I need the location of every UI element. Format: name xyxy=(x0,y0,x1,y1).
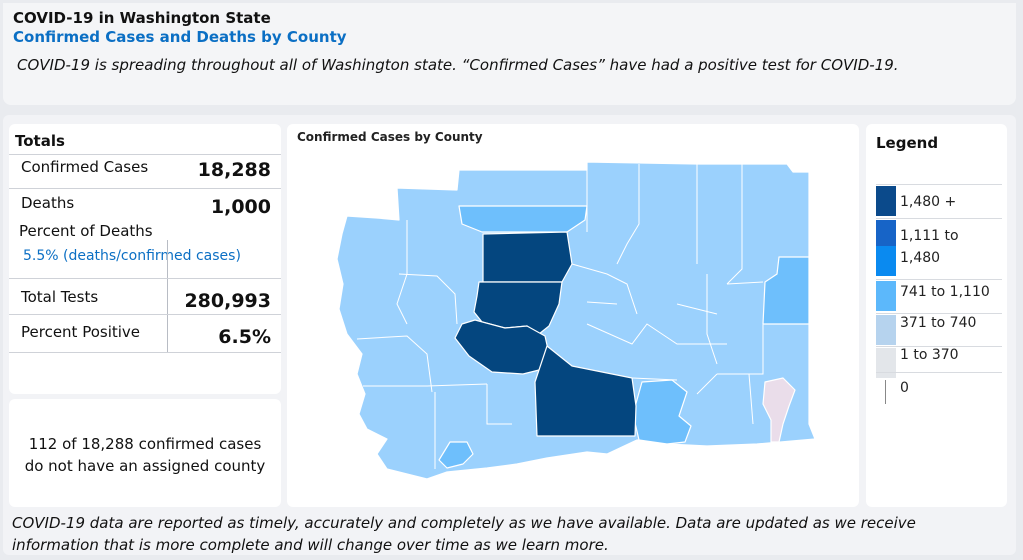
unassigned-text: 112 of 18,288 confirmed cases do not hav… xyxy=(9,433,281,477)
page-subtitle: Confirmed Cases and Deaths by County xyxy=(13,28,347,46)
legend-label: 1,480 xyxy=(900,250,941,266)
legend-swatch-1480 xyxy=(876,246,896,276)
total-tests-value: 280,993 xyxy=(184,290,271,312)
percent-positive-label: Percent Positive xyxy=(21,323,141,341)
total-tests-label: Total Tests xyxy=(21,288,99,306)
legend-swatch-371 xyxy=(876,315,896,345)
unassigned-line-1: 112 of 18,288 confirmed cases xyxy=(28,435,262,453)
divider xyxy=(9,352,281,353)
percent-deaths-label: Percent of Deaths xyxy=(19,222,153,240)
footer-note: COVID-19 data are reported as timely, ac… xyxy=(12,514,916,554)
county-region xyxy=(336,161,816,480)
confirmed-cases-label: Confirmed Cases xyxy=(21,158,149,176)
legend-label: 741 to 1,110 xyxy=(900,284,990,300)
legend-swatch-1-to-370 xyxy=(876,348,896,378)
legend-label: 1,480 + xyxy=(900,194,957,210)
percent-deaths-value: 5.5% (deaths/confirmed cases) xyxy=(23,248,241,264)
divider xyxy=(9,188,281,189)
legend-card: Legend 1,480 + 1,111 to 1,480 741 to 1,1… xyxy=(866,124,1007,507)
legend-title: Legend xyxy=(876,134,939,152)
map-title: Confirmed Cases by County xyxy=(297,130,483,144)
unassigned-card: 112 of 18,288 confirmed cases do not hav… xyxy=(9,399,281,507)
legend-divider xyxy=(876,313,1002,314)
unassigned-line-2: do not have an assigned county xyxy=(24,457,266,475)
deaths-value: 1,000 xyxy=(210,196,271,218)
divider xyxy=(9,278,281,279)
legend-swatch-zero xyxy=(885,380,886,404)
totals-card: Totals Confirmed Cases 18,288 Deaths 1,0… xyxy=(9,124,281,394)
header-banner: COVID-19 in Washington State Confirmed C… xyxy=(3,3,1016,105)
column-divider xyxy=(167,240,168,353)
deaths-label: Deaths xyxy=(21,194,75,212)
legend-swatch-1480-plus xyxy=(876,186,896,216)
county-region xyxy=(534,345,637,437)
county-region xyxy=(482,231,573,283)
page-title: COVID-19 in Washington State xyxy=(13,9,271,27)
percent-positive-value: 6.5% xyxy=(218,326,271,348)
intro-text: COVID-19 is spreading throughout all of … xyxy=(17,56,899,74)
county-region xyxy=(632,379,692,445)
county-region xyxy=(438,441,474,469)
legend-divider xyxy=(876,184,1002,185)
legend-divider xyxy=(876,346,1002,347)
legend-divider xyxy=(876,218,1002,219)
county-region xyxy=(458,205,588,233)
legend-swatch-741 xyxy=(876,281,896,311)
county-map-card: Confirmed Cases by County xyxy=(287,124,859,507)
washington-county-map[interactable] xyxy=(287,124,859,507)
legend-divider xyxy=(876,372,1002,373)
totals-title: Totals xyxy=(15,132,65,150)
legend-label: 0 xyxy=(900,380,909,396)
legend-swatch-1111 xyxy=(876,220,896,246)
legend-label: 371 to 740 xyxy=(900,315,977,331)
confirmed-cases-value: 18,288 xyxy=(197,159,271,181)
legend-divider xyxy=(876,279,1002,280)
legend-label: 1 to 370 xyxy=(900,347,959,363)
county-borders xyxy=(356,164,764,469)
legend-label: 1,111 to xyxy=(900,228,959,244)
divider xyxy=(9,154,281,155)
divider xyxy=(9,314,281,315)
county-region xyxy=(762,377,796,443)
